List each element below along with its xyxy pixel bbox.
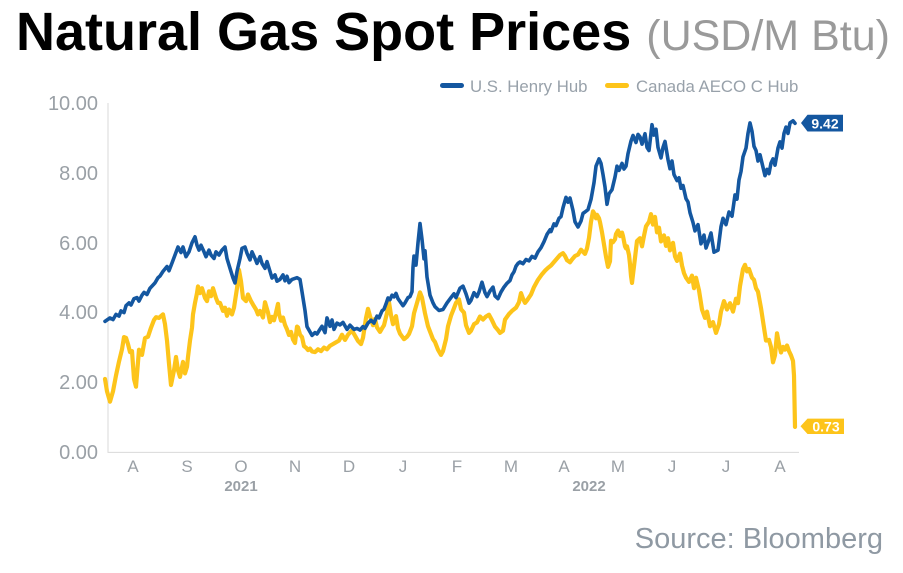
svg-text:9.42: 9.42: [811, 116, 838, 132]
svg-text:0.73: 0.73: [812, 419, 839, 435]
